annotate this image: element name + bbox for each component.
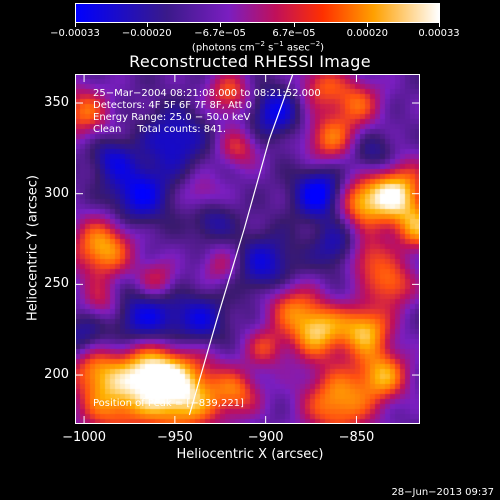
x-tick-label: −1000 <box>62 430 107 445</box>
colorbar-tick-mark <box>75 22 76 27</box>
colorbar-tick-mark <box>146 22 148 27</box>
x-tick-label: −850 <box>338 430 375 445</box>
y-tick-label: 250 <box>44 276 69 292</box>
colorbar-tick-mark <box>220 22 222 27</box>
colorbar-tick-label: 0.00033 <box>418 28 460 39</box>
peak-position-label: Position of Peak = [−839,221] <box>93 398 244 409</box>
colorbar-tick-label: −0.00020 <box>121 28 172 39</box>
footer-date: 28−Jun−2013 09:37 <box>391 487 494 498</box>
annotation-line: Detectors: 4F 5F 6F 7F 8F, Att 0 <box>93 100 253 111</box>
x-tick-label: −900 <box>247 430 284 445</box>
colorbar-tick-label: −0.00033 <box>50 28 100 39</box>
annotation-line: 25−Mar−2004 08:21:08.000 to 08:21:52.000 <box>93 88 321 99</box>
colorbar-gradient <box>76 4 439 22</box>
colorbar-tick-mark <box>439 22 440 27</box>
colorbar-tick-label: 6.7e−05 <box>272 28 316 39</box>
colorbar-tick-mark <box>367 22 369 27</box>
colorbar-tick-label: 0.00020 <box>346 28 388 39</box>
y-tick-label: 300 <box>44 185 69 201</box>
colorbar-tick-label: −6.7e−05 <box>194 28 246 39</box>
colorbar-tick-mark <box>293 22 295 27</box>
y-tick-label: 350 <box>44 95 69 110</box>
colorbar-units-label: (photons cm−2 s−1 asec−2) <box>191 40 325 54</box>
chart-title: Reconstructed RHESSI Image <box>129 52 371 71</box>
y-axis-label: Heliocentric Y (arcsec) <box>25 175 41 321</box>
y-tick-label: 200 <box>44 367 69 383</box>
colorbar <box>75 3 440 23</box>
x-axis-label: Heliocentric X (arcsec) <box>176 447 324 462</box>
x-tick-label: −950 <box>157 430 193 445</box>
annotation-line: Energy Range: 25.0 − 50.0 keV <box>93 112 251 123</box>
annotation-line: Clean Total counts: 841. <box>93 124 227 135</box>
